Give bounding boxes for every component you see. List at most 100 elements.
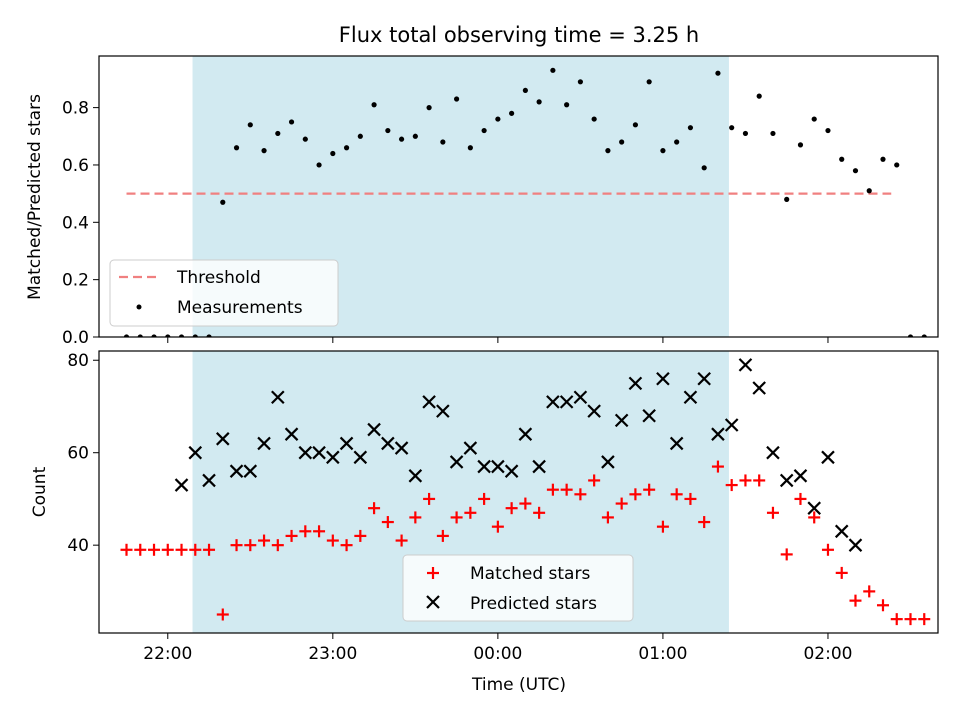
predicted-star-point <box>422 395 436 409</box>
bottom-legend: Matched stars Predicted stars <box>402 554 634 622</box>
measurement-point <box>357 133 363 139</box>
predicted-star-point <box>491 459 505 474</box>
predicted-star-point <box>807 501 821 515</box>
matched-star-point <box>739 474 752 487</box>
matched-star-point <box>918 613 931 626</box>
predicted-star-point <box>697 371 711 386</box>
matched-star-point <box>326 534 339 547</box>
x-tick-label: 23:00 <box>308 644 357 664</box>
matched-star-point <box>849 594 862 607</box>
predicted-star-point <box>243 464 258 478</box>
matched-star-point <box>766 506 779 519</box>
measurement-point <box>825 127 831 134</box>
x-tick-label: 01:00 <box>638 644 687 664</box>
top-y-axis-ticks: 0.0 0.2 0.4 0.6 0.8 <box>62 99 99 348</box>
measurement-point <box>660 148 666 154</box>
measurement-point <box>206 334 212 337</box>
measurement-point <box>894 162 900 168</box>
matched-star-point <box>863 585 876 598</box>
predicted-star-point <box>518 427 533 441</box>
matched-star-point <box>643 483 656 496</box>
measurement-point <box>632 122 639 128</box>
matched-star-point <box>340 539 353 552</box>
predicted-star-point <box>174 478 189 492</box>
matched-star-point <box>629 488 642 501</box>
measurement-point <box>756 93 762 99</box>
measurement-point <box>646 79 652 85</box>
measurement-point <box>165 334 171 337</box>
measurement-point <box>495 116 501 122</box>
measurement-point <box>371 102 377 108</box>
x-tick-label: 22:00 <box>143 644 192 664</box>
bottom-y-tick-label: 40 <box>67 536 89 556</box>
top-y-tick-label: 0.0 <box>62 328 89 348</box>
matched-star-point <box>684 492 697 505</box>
measurement-point <box>481 127 487 134</box>
matched-star-point <box>478 492 491 505</box>
matched-star-point <box>285 529 298 542</box>
predicted-star-point <box>298 445 313 460</box>
matched-star-point <box>161 543 174 556</box>
matched-star-point <box>134 543 147 556</box>
matched-star-point <box>904 613 917 626</box>
top-y-tick-label: 0.8 <box>62 99 89 119</box>
measurement-point <box>839 156 845 162</box>
predicted-star-point <box>724 418 739 432</box>
measurement-point <box>852 168 859 174</box>
matched-star-point <box>491 520 504 533</box>
matched-star-point <box>423 492 436 505</box>
matched-star-point <box>203 543 216 556</box>
measurement-point <box>784 196 790 202</box>
predicted-star-point <box>573 390 588 405</box>
measurement-point <box>288 119 295 125</box>
matched-star-point <box>271 539 284 552</box>
matched-star-point <box>519 497 532 510</box>
matched-star-point <box>656 520 669 533</box>
predicted-star-point <box>821 450 835 465</box>
top-legend-box <box>109 259 339 327</box>
measurement-point <box>742 130 749 137</box>
measurement-point <box>385 127 391 134</box>
measurement-point <box>261 148 267 154</box>
legend-predicted-swatch <box>426 595 440 609</box>
predicted-star-point <box>463 441 478 455</box>
matched-star-point <box>189 543 202 556</box>
matched-star-point <box>409 511 422 524</box>
matched-star-point <box>711 460 724 473</box>
measurement-point <box>674 139 680 145</box>
bottom-axes-frame <box>98 350 939 634</box>
predicted-star-point <box>587 404 601 418</box>
matched-star-point <box>670 488 683 501</box>
measurement-point <box>137 334 143 337</box>
measurement-point <box>550 67 556 73</box>
measurement-point <box>178 334 185 337</box>
top-legend: Threshold Measurements <box>109 259 339 327</box>
measurement-point <box>330 150 336 157</box>
matched-star-point <box>395 534 408 547</box>
matched-star-point <box>780 548 793 561</box>
matched-star-point <box>808 511 821 524</box>
predicted-star-point <box>628 376 643 391</box>
top-y-tick-label: 0.6 <box>62 156 89 176</box>
measurement-point <box>577 79 583 85</box>
x-axis-label: Time (UTC) <box>471 675 566 695</box>
predicted-star-point <box>559 395 574 409</box>
measurement-point <box>192 334 198 337</box>
predicted-star-point <box>271 390 285 405</box>
predicted-star-point <box>738 358 753 372</box>
predicted-star-point <box>642 408 656 423</box>
predicted-star-point <box>284 427 299 441</box>
measurement-point <box>426 105 432 111</box>
predicted-star-point <box>257 436 271 451</box>
measurement-point <box>536 99 542 105</box>
predicted-star-point <box>546 395 560 409</box>
measurement-point <box>866 188 872 194</box>
measurement-point <box>797 142 804 148</box>
matched-star-point <box>216 608 229 621</box>
predicted-star-point <box>752 381 766 395</box>
predicted-star-point <box>449 455 464 469</box>
matched-star-point <box>450 511 463 524</box>
top-axes-frame <box>98 55 939 338</box>
measurement-point <box>619 139 625 145</box>
ratio-panel: 0.0 0.2 0.4 0.6 0.8 Flux total observing tim… <box>25 23 939 348</box>
